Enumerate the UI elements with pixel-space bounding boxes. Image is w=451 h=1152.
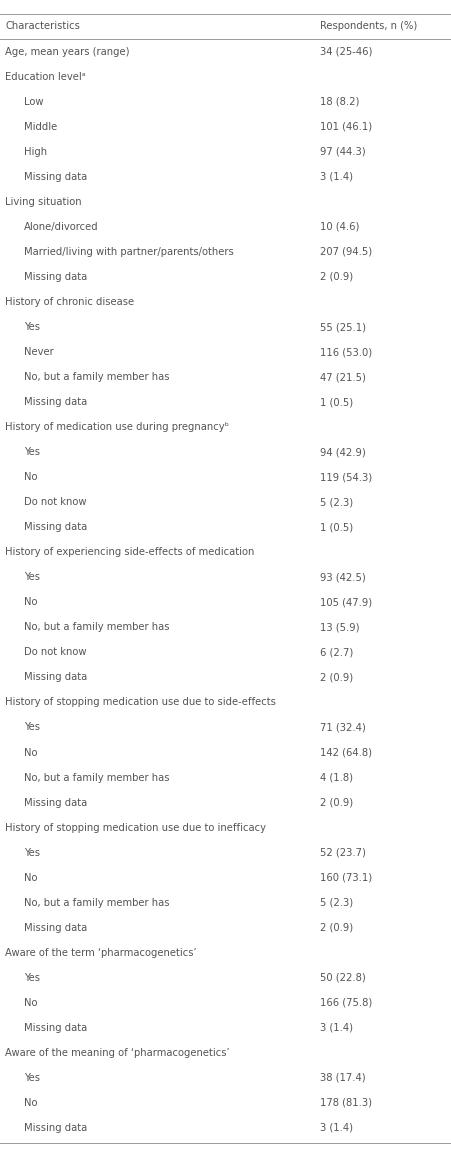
Text: Yes: Yes xyxy=(24,722,40,733)
Text: 2 (0.9): 2 (0.9) xyxy=(320,673,353,682)
Text: Missing data: Missing data xyxy=(24,1023,87,1033)
Text: Yes: Yes xyxy=(24,573,40,582)
Text: Missing data: Missing data xyxy=(24,172,87,182)
Text: Low: Low xyxy=(24,97,44,107)
Text: Characteristics: Characteristics xyxy=(5,22,80,31)
Text: No: No xyxy=(24,998,38,1008)
Text: 119 (54.3): 119 (54.3) xyxy=(320,472,373,483)
Text: Education levelᵃ: Education levelᵃ xyxy=(5,71,86,82)
Text: 18 (8.2): 18 (8.2) xyxy=(320,97,359,107)
Text: 52 (23.7): 52 (23.7) xyxy=(320,848,366,857)
Text: Aware of the meaning of ‘pharmacogenetics’: Aware of the meaning of ‘pharmacogenetic… xyxy=(5,1048,230,1058)
Text: No, but a family member has: No, but a family member has xyxy=(24,622,170,632)
Text: No: No xyxy=(24,472,38,483)
Text: Yes: Yes xyxy=(24,972,40,983)
Text: 5 (2.3): 5 (2.3) xyxy=(320,498,353,507)
Text: Missing data: Missing data xyxy=(24,522,87,532)
Text: 34 (25-46): 34 (25-46) xyxy=(320,47,373,56)
Text: 4 (1.8): 4 (1.8) xyxy=(320,773,353,782)
Text: 71 (32.4): 71 (32.4) xyxy=(320,722,366,733)
Text: 10 (4.6): 10 (4.6) xyxy=(320,222,359,232)
Text: 55 (25.1): 55 (25.1) xyxy=(320,323,366,332)
Text: Missing data: Missing data xyxy=(24,272,87,282)
Text: Do not know: Do not know xyxy=(24,498,87,507)
Text: Married/living with partner/parents/others: Married/living with partner/parents/othe… xyxy=(24,247,234,257)
Text: 116 (53.0): 116 (53.0) xyxy=(320,347,373,357)
Text: No, but a family member has: No, but a family member has xyxy=(24,372,170,382)
Text: 142 (64.8): 142 (64.8) xyxy=(320,748,372,758)
Text: History of medication use during pregnancyᵇ: History of medication use during pregnan… xyxy=(5,422,230,432)
Text: 94 (42.9): 94 (42.9) xyxy=(320,447,366,457)
Text: No: No xyxy=(24,748,38,758)
Text: 6 (2.7): 6 (2.7) xyxy=(320,647,354,658)
Text: 2 (0.9): 2 (0.9) xyxy=(320,272,353,282)
Text: 3 (1.4): 3 (1.4) xyxy=(320,1123,353,1132)
Text: Missing data: Missing data xyxy=(24,923,87,933)
Text: Do not know: Do not know xyxy=(24,647,87,658)
Text: Missing data: Missing data xyxy=(24,397,87,407)
Text: Living situation: Living situation xyxy=(5,197,82,207)
Text: Age, mean years (range): Age, mean years (range) xyxy=(5,47,130,56)
Text: Yes: Yes xyxy=(24,848,40,857)
Text: 1 (0.5): 1 (0.5) xyxy=(320,522,353,532)
Text: 13 (5.9): 13 (5.9) xyxy=(320,622,360,632)
Text: 207 (94.5): 207 (94.5) xyxy=(320,247,373,257)
Text: Missing data: Missing data xyxy=(24,673,87,682)
Text: No, but a family member has: No, but a family member has xyxy=(24,897,170,908)
Text: 38 (17.4): 38 (17.4) xyxy=(320,1073,366,1083)
Text: No, but a family member has: No, but a family member has xyxy=(24,773,170,782)
Text: Middle: Middle xyxy=(24,122,58,131)
Text: 97 (44.3): 97 (44.3) xyxy=(320,146,366,157)
Text: 2 (0.9): 2 (0.9) xyxy=(320,797,353,808)
Text: 1 (0.5): 1 (0.5) xyxy=(320,397,353,407)
Text: 160 (73.1): 160 (73.1) xyxy=(320,873,373,882)
Text: No: No xyxy=(24,1098,38,1108)
Text: 5 (2.3): 5 (2.3) xyxy=(320,897,353,908)
Text: Respondents, n (%): Respondents, n (%) xyxy=(320,22,418,31)
Text: No: No xyxy=(24,873,38,882)
Text: Missing data: Missing data xyxy=(24,1123,87,1132)
Text: 105 (47.9): 105 (47.9) xyxy=(320,598,373,607)
Text: 47 (21.5): 47 (21.5) xyxy=(320,372,366,382)
Text: Never: Never xyxy=(24,347,54,357)
Text: High: High xyxy=(24,146,47,157)
Text: Missing data: Missing data xyxy=(24,797,87,808)
Text: History of stopping medication use due to side-effects: History of stopping medication use due t… xyxy=(5,697,276,707)
Text: 178 (81.3): 178 (81.3) xyxy=(320,1098,372,1108)
Text: History of stopping medication use due to inefficacy: History of stopping medication use due t… xyxy=(5,823,267,833)
Text: 166 (75.8): 166 (75.8) xyxy=(320,998,373,1008)
Text: No: No xyxy=(24,598,38,607)
Text: 3 (1.4): 3 (1.4) xyxy=(320,172,353,182)
Text: History of experiencing side-effects of medication: History of experiencing side-effects of … xyxy=(5,547,255,558)
Text: Yes: Yes xyxy=(24,1073,40,1083)
Text: Alone/divorced: Alone/divorced xyxy=(24,222,99,232)
Text: Aware of the term ‘pharmacogenetics’: Aware of the term ‘pharmacogenetics’ xyxy=(5,948,197,957)
Text: 2 (0.9): 2 (0.9) xyxy=(320,923,353,933)
Text: 101 (46.1): 101 (46.1) xyxy=(320,122,373,131)
Text: 93 (42.5): 93 (42.5) xyxy=(320,573,366,582)
Text: Yes: Yes xyxy=(24,447,40,457)
Text: History of chronic disease: History of chronic disease xyxy=(5,297,134,306)
Text: 3 (1.4): 3 (1.4) xyxy=(320,1023,353,1033)
Text: Yes: Yes xyxy=(24,323,40,332)
Text: 50 (22.8): 50 (22.8) xyxy=(320,972,366,983)
